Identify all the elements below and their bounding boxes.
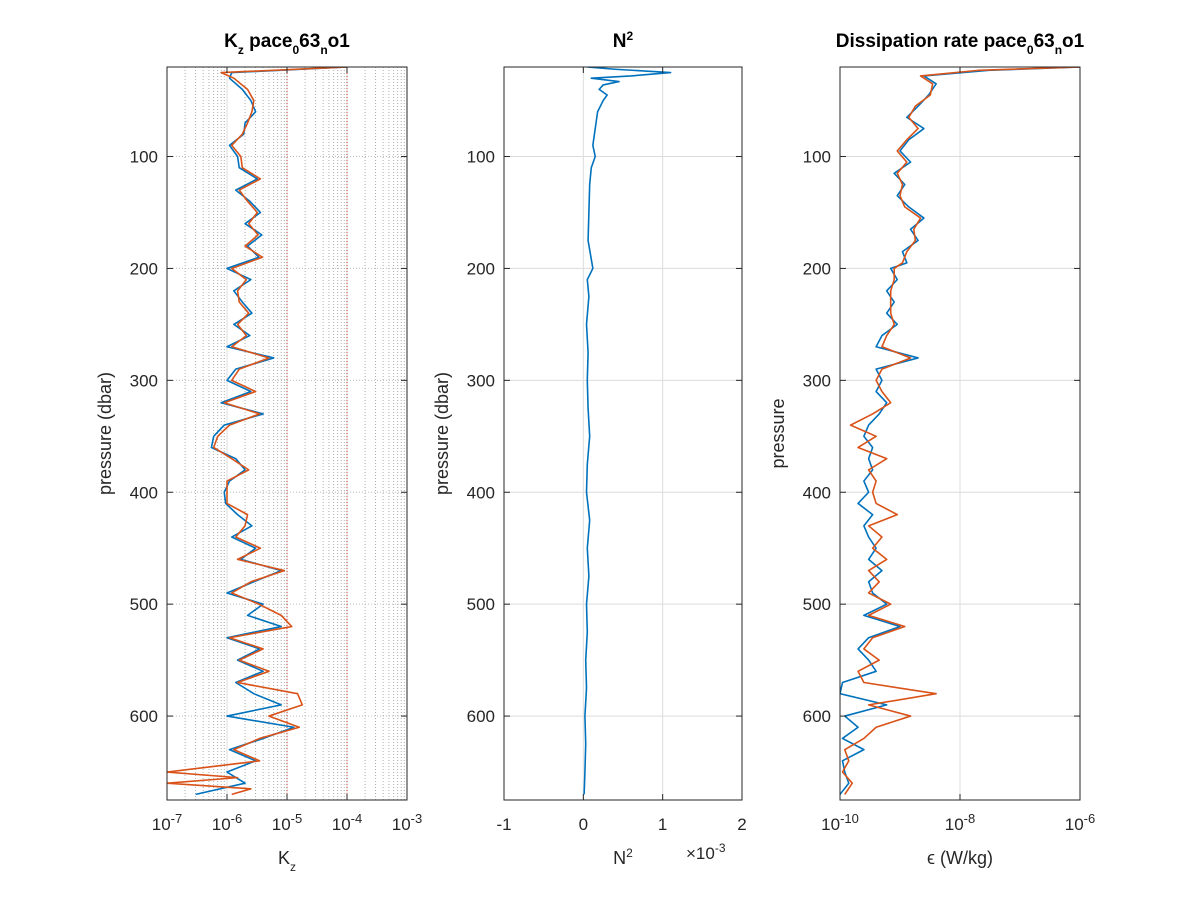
n2-x-multiplier: ×10-3: [686, 841, 726, 863]
n2-x-multiplier-part: ×10: [686, 844, 715, 863]
kz-y-axis-label: pressure (dbar): [95, 372, 115, 495]
dissipation-x-tick-label: 10-10: [821, 811, 859, 835]
kz-y-tick-label: 200: [130, 259, 158, 278]
dissipation-panel: 10-10 10-8 10-6100200300400500600Dissipati…: [768, 31, 1095, 868]
n2-x-tick-label: -1: [496, 815, 511, 834]
kz-series-1-line: [195, 67, 348, 796]
n2-y-tick-label: 600: [467, 707, 495, 726]
dissipation-y-tick-label: 400: [803, 483, 831, 502]
n2-x-axis-label-part: N: [613, 848, 626, 868]
dissipation-y-tick-label: 300: [803, 371, 831, 390]
kz-x-axis-label: Kz: [278, 848, 296, 874]
n2-x-tick-label: 1: [658, 815, 667, 834]
dissipation-title-part: Dissipation rate pace: [836, 31, 1027, 52]
dissipation-title-part: 63: [1034, 31, 1055, 52]
kz-x-tick-base: 10: [212, 815, 231, 834]
dissipation-x-tick-exponent: -8: [964, 811, 976, 826]
dissipation-series-1-line: [840, 67, 1080, 795]
dissipation-x-axis-label: ϵ (W/kg): [927, 848, 993, 868]
kz-y-tick-label: 100: [130, 148, 158, 167]
n2-y-tick-label: 400: [467, 483, 495, 502]
kz-y-tick-label: 300: [130, 371, 158, 390]
kz-title-part: pace: [244, 31, 293, 52]
kz-x-axis-label-part: z: [290, 860, 296, 874]
kz-y-tick-label: 600: [130, 707, 158, 726]
kz-x-tick-base: 10: [272, 815, 291, 834]
kz-x-tick-base: 10: [332, 815, 351, 834]
dissipation-y-tick-label: 200: [803, 259, 831, 278]
kz-x-tick-label: 10-3: [392, 811, 422, 835]
kz-title-part: K: [224, 31, 238, 52]
n2-y-axis-label: pressure (dbar): [432, 372, 452, 495]
kz-x-tick-exponent: -6: [231, 811, 243, 826]
kz-x-tick-exponent: -5: [291, 811, 303, 826]
kz-title-part: o1: [328, 31, 351, 52]
kz-panel: 10-7 10-6 10-5 10-4 10-3100200300400500600Kz…: [95, 31, 422, 874]
kz-title-part: n: [320, 43, 327, 57]
dissipation-series-2-line: [841, 67, 1080, 795]
n2-y-tick-label: 500: [467, 595, 495, 614]
n2-title: N2: [613, 29, 634, 52]
n2-x-tick-label: 2: [737, 815, 746, 834]
kz-x-tick-label: 10-6: [212, 811, 242, 835]
kz-x-tick-base: 10: [392, 815, 411, 834]
dissipation-x-tick-base: 10: [821, 815, 840, 834]
kz-x-tick-exponent: -7: [171, 811, 183, 826]
n2-axes-box: [503, 66, 743, 801]
dissipation-title-part: n: [1055, 43, 1062, 57]
dissipation-x-tick-base: 10: [1065, 815, 1084, 834]
kz-y-tick-label: 400: [130, 483, 158, 502]
n2-series-1-line: [583, 67, 672, 795]
kz-title-part: z: [238, 43, 244, 57]
dissipation-y-tick-label: 100: [803, 148, 831, 167]
kz-x-tick-label: 10-4: [332, 811, 362, 835]
n2-x-tick-label: 0: [579, 815, 588, 834]
n2-title-part: N: [613, 31, 627, 52]
dissipation-x-tick-label: 10-8: [945, 811, 975, 835]
n2-y-tick-label: 300: [467, 371, 495, 390]
dissipation-x-tick-exponent: -10: [840, 811, 859, 826]
kz-x-tick-exponent: -4: [351, 811, 363, 826]
dissipation-title-part: o1: [1062, 31, 1085, 52]
kz-x-tick-label: 10-5: [272, 811, 302, 835]
n2-y-tick-label: 100: [467, 148, 495, 167]
dissipation-title-part: 0: [1027, 43, 1034, 57]
kz-x-tick-exponent: -3: [411, 811, 423, 826]
kz-title-part: 0: [292, 43, 299, 57]
kz-title: Kz pace063no1: [224, 31, 350, 57]
n2-x-multiplier-part: -3: [715, 841, 726, 855]
kz-x-tick-label: 10-7: [152, 811, 182, 835]
dissipation-x-tick-exponent: -6: [1084, 811, 1096, 826]
kz-title-part: 63: [299, 31, 320, 52]
dissipation-title: Dissipation rate pace063no1: [836, 31, 1085, 57]
kz-series-2-line: [167, 67, 348, 796]
dissipation-y-axis-label: pressure: [768, 398, 788, 468]
dissipation-x-axis-label-part: ϵ (W/kg): [927, 848, 993, 868]
dissipation-y-tick-label: 500: [803, 595, 831, 614]
kz-y-tick-label: 500: [130, 595, 158, 614]
dissipation-x-tick-base: 10: [945, 815, 964, 834]
dissipation-y-tick-label: 600: [803, 707, 831, 726]
n2-y-tick-label: 200: [467, 259, 495, 278]
n2-x-axis-label: N2: [613, 846, 633, 868]
kz-x-tick-base: 10: [152, 815, 171, 834]
kz-x-axis-label-part: K: [278, 848, 290, 868]
dissipation-x-tick-label: 10-6: [1065, 811, 1095, 835]
n2-title-part: 2: [627, 29, 634, 43]
n2-x-axis-label-part: 2: [626, 846, 633, 860]
